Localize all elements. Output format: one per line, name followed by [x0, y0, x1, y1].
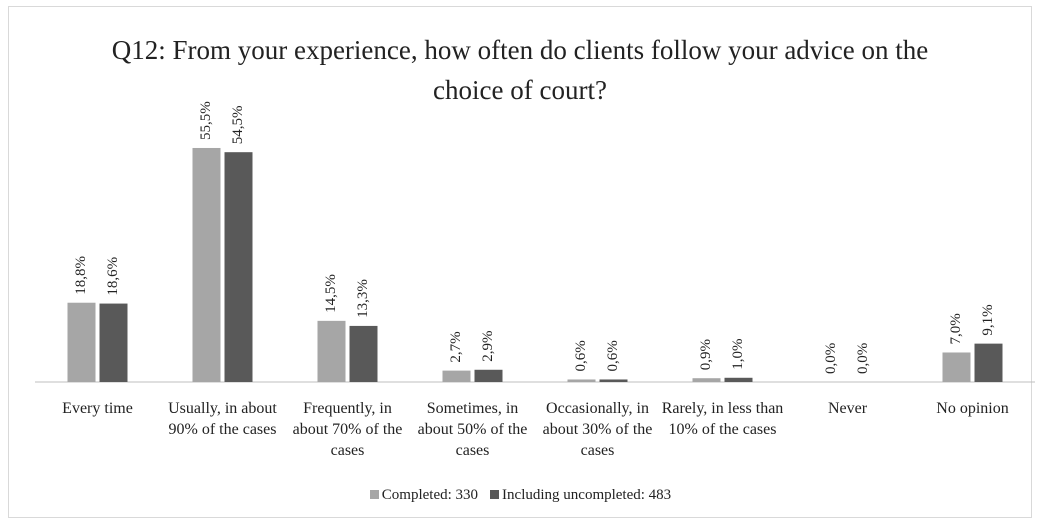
bar [724, 377, 753, 382]
data-label: 2,7% [448, 331, 464, 362]
x-tick-label: Occasionally, in about 30% of the cases [542, 400, 653, 459]
chart-frame [8, 6, 1032, 518]
bar [317, 320, 346, 382]
data-label: 14,5% [323, 274, 339, 313]
data-label: 1,0% [730, 339, 746, 370]
bar [474, 369, 503, 382]
bar [942, 352, 971, 382]
bar [99, 303, 128, 382]
legend: Completed: 330 Including uncompleted: 483 [0, 487, 1041, 504]
x-tick-label: No opinion [936, 400, 1009, 417]
data-label: 18,6% [105, 257, 121, 296]
bar [974, 343, 1003, 382]
legend-label: Including uncompleted: 483 [502, 487, 672, 503]
chart-title: Q12: From your experience, how often do … [111, 35, 929, 105]
legend-label: Completed: 330 [381, 487, 479, 503]
bar [67, 302, 96, 382]
data-label: 9,1% [980, 304, 996, 335]
x-tick-label: Every time [62, 400, 133, 417]
legend-swatch [369, 490, 379, 499]
bar [192, 147, 221, 382]
bar [349, 325, 378, 382]
data-label: 2,9% [480, 331, 496, 362]
x-tick-label: Rarely, in less than 10% of the cases [661, 400, 784, 438]
bar [692, 378, 721, 382]
legend-swatch [490, 490, 500, 499]
x-tick-label: Usually, in about 90% of the cases [168, 400, 277, 438]
legend-item: Completed: 330 [369, 487, 479, 504]
bar [224, 152, 253, 382]
bar [599, 379, 628, 382]
data-label: 54,5% [230, 105, 246, 144]
data-label: 0,6% [605, 340, 621, 371]
data-label: 0,0% [823, 343, 839, 374]
legend-item: Including uncompleted: 483 [490, 487, 671, 504]
x-tick-label: Frequently, in about 70% of the cases [292, 400, 403, 459]
data-label: 0,0% [855, 343, 871, 374]
data-label: 0,6% [573, 340, 589, 371]
x-tick-label: Sometimes, in about 50% of the cases [417, 400, 528, 459]
data-label: 7,0% [948, 313, 964, 344]
x-tick-label: Never [827, 400, 868, 417]
data-label: 13,3% [355, 279, 371, 318]
data-label: 55,5% [198, 101, 214, 140]
bar [442, 370, 471, 382]
bar [567, 379, 596, 382]
data-label: 0,9% [698, 339, 714, 370]
data-label: 18,8% [73, 256, 89, 295]
